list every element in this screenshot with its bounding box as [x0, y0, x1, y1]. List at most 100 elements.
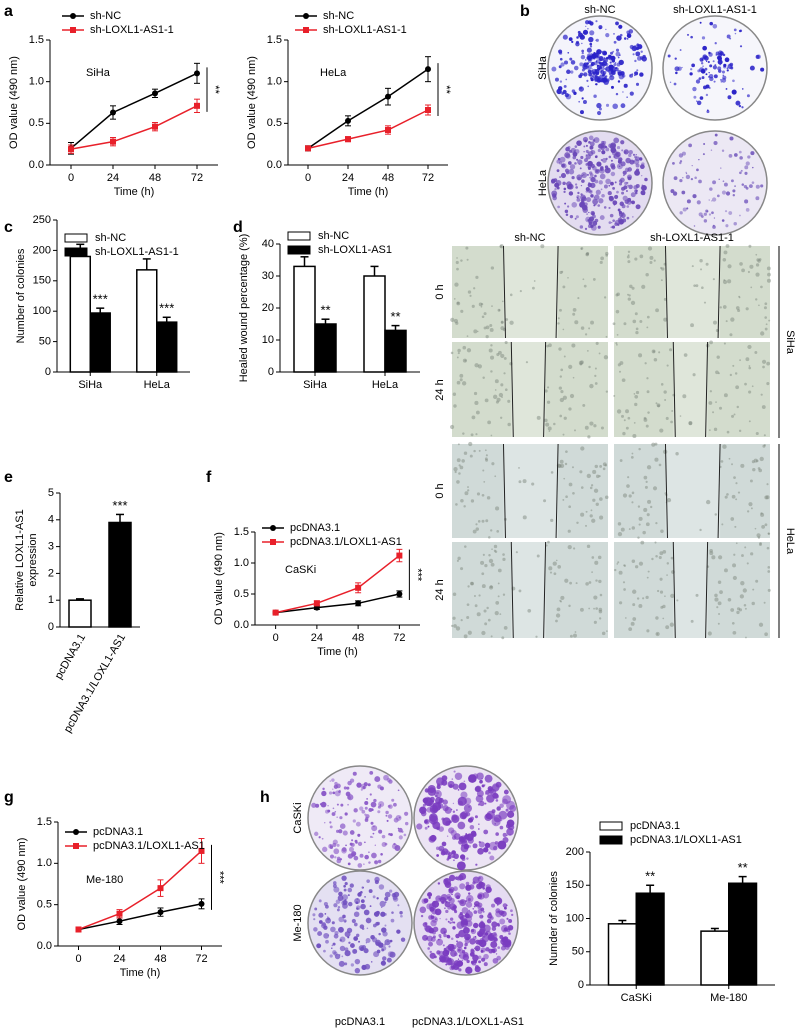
colony [384, 891, 391, 898]
wound-edge [664, 245, 668, 339]
colony [681, 190, 686, 195]
colony [506, 810, 515, 818]
marker [396, 552, 403, 559]
colony [672, 161, 675, 165]
colony [343, 786, 347, 790]
colony [491, 921, 498, 928]
cell [491, 548, 493, 550]
colony [323, 949, 326, 953]
colony [451, 815, 460, 823]
colony [713, 141, 718, 146]
colony [720, 167, 722, 169]
colony [399, 911, 403, 915]
colony [349, 842, 353, 846]
cell [485, 325, 490, 330]
colony [708, 71, 710, 74]
colony [451, 850, 456, 855]
cell [767, 570, 771, 573]
cell [490, 344, 493, 347]
colony [340, 803, 344, 807]
cell [559, 308, 562, 312]
colony [615, 48, 620, 52]
panel-label: a [4, 3, 13, 20]
cell [500, 416, 503, 419]
colony [354, 839, 358, 843]
colony [475, 863, 478, 866]
colony [468, 805, 471, 808]
colony [620, 140, 625, 145]
colony [641, 175, 643, 177]
cell [618, 570, 623, 575]
cell [628, 627, 633, 632]
series-line [307, 68, 429, 149]
cell [589, 421, 594, 426]
colony [436, 938, 444, 946]
colony [564, 152, 571, 159]
cell [747, 344, 752, 350]
colony [577, 191, 580, 195]
colony [594, 174, 597, 178]
marker [116, 918, 123, 925]
colony [582, 100, 587, 105]
cell [471, 304, 475, 308]
column-label: sh-LOXL1-AS1-1 [673, 4, 757, 16]
colony [475, 903, 478, 907]
colony [496, 806, 501, 811]
cell [735, 385, 740, 390]
cell [477, 520, 481, 523]
cell [757, 259, 761, 263]
colony [559, 80, 563, 83]
colony [592, 220, 598, 226]
cell [631, 501, 634, 504]
cell [659, 577, 663, 581]
cell [489, 323, 493, 327]
cell [645, 522, 650, 527]
colony [585, 190, 588, 193]
cell [637, 536, 640, 539]
cell [631, 491, 635, 495]
cell [752, 467, 756, 472]
y-tick-label: 1.0 [37, 857, 52, 869]
cell [594, 560, 599, 565]
cell [456, 380, 461, 385]
colony [580, 194, 586, 201]
colony [608, 155, 612, 159]
legend-label: sh-NC [90, 10, 121, 22]
colony [503, 789, 509, 795]
colony [341, 875, 347, 881]
colony [427, 947, 430, 950]
legend-swatch [64, 247, 88, 257]
marker [75, 926, 82, 933]
colony [447, 920, 450, 923]
colony [746, 94, 750, 98]
colony [681, 66, 683, 69]
colony [370, 961, 373, 963]
y-axis-label: OD value (490 nm) [16, 838, 28, 931]
colony [474, 786, 481, 792]
colony [616, 190, 619, 194]
colony [457, 788, 460, 791]
colony [734, 185, 736, 187]
colony [747, 155, 751, 159]
cell [452, 616, 456, 620]
colony [384, 912, 387, 916]
colony [591, 52, 593, 55]
legend-label: sh-LOXL1-AS1-1 [323, 24, 407, 36]
row-label: SiHa [537, 55, 549, 80]
colony [449, 921, 452, 925]
colony [587, 59, 592, 63]
colony [595, 189, 601, 195]
y-tick-label: 50 [39, 336, 51, 348]
colony [439, 848, 443, 851]
colony [722, 180, 725, 183]
colony [635, 154, 637, 156]
colony [336, 908, 340, 912]
colony [581, 49, 585, 53]
colony [364, 813, 367, 816]
cell [475, 527, 479, 531]
colony [748, 184, 753, 189]
colony [571, 175, 575, 180]
colony [458, 952, 466, 959]
colony [416, 823, 423, 830]
cell [632, 617, 637, 621]
